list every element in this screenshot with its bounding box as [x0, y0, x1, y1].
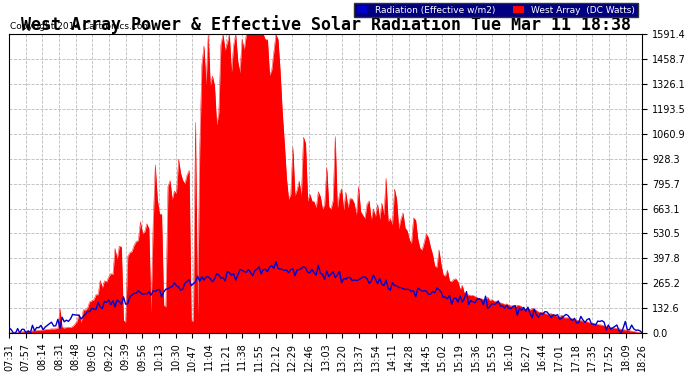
Title: West Array Power & Effective Solar Radiation Tue Mar 11 18:38: West Array Power & Effective Solar Radia…	[21, 15, 631, 34]
Legend: Radiation (Effective w/m2), West Array  (DC Watts): Radiation (Effective w/m2), West Array (…	[354, 3, 638, 17]
Text: Copyright 2014 Cartronics.com: Copyright 2014 Cartronics.com	[10, 22, 151, 32]
